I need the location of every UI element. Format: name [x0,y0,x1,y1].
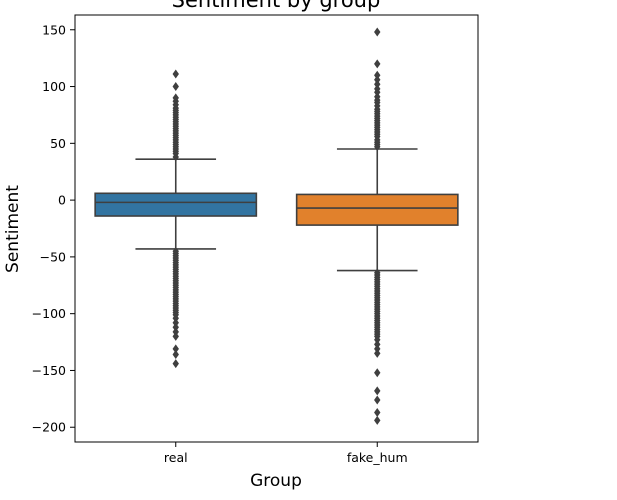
outlier-point [374,339,381,349]
y-tick-label: −100 [32,306,66,321]
outlier-point [172,313,179,323]
outlier-point [374,79,381,89]
outlier-point [374,368,381,378]
box-group-fake_hum [295,27,459,425]
outlier-point [374,70,381,80]
y-tick-label: 150 [42,22,66,37]
y-tick-label: 0 [58,193,66,208]
outlier-point [374,335,381,345]
outlier-point [172,82,179,92]
outlier-point [374,75,381,85]
y-tick-label: 100 [42,79,66,94]
outlier-point [172,350,179,360]
outlier-point [172,344,179,354]
y-axis: 150 100 50 0 −50 −100 −150 −200 [32,22,75,435]
box-body [94,192,258,217]
outlier-point [374,407,381,417]
plot-frame [74,14,479,443]
y-tick-label: −50 [40,249,66,264]
box-body [295,193,459,226]
x-tick-label: real [164,450,188,465]
outlier-point [172,359,179,369]
box-group-real [94,69,258,369]
outlier-point [374,59,381,69]
x-axis-label: Group [250,471,302,491]
outlier-point [374,348,381,358]
outlier-point [172,331,179,341]
x-axis: real fake_hum [164,442,408,465]
outlier-point [172,93,179,103]
outlier-point [374,395,381,405]
outlier-point [374,92,381,102]
outlier-point [172,322,179,332]
outlier-point [172,318,179,328]
outlier-point [374,344,381,354]
y-tick-label: 50 [50,136,66,151]
y-tick-label: −200 [32,420,66,435]
x-tick-label: fake_hum [347,450,408,465]
outlier-point [172,327,179,337]
outlier-point [374,386,381,396]
outlier-point [374,415,381,425]
boxes-layer [94,27,459,425]
y-tick-label: −150 [32,363,66,378]
outlier-point [374,27,381,37]
outlier-point [374,84,381,94]
y-axis-label: Sentiment [3,185,23,273]
outlier-point [172,69,179,79]
chart-title: Sentiment by group [172,0,381,12]
